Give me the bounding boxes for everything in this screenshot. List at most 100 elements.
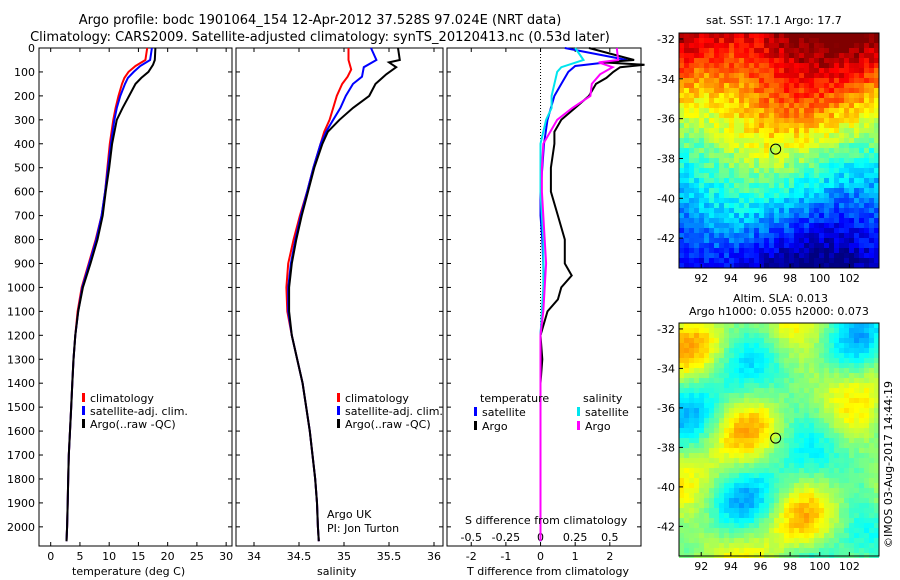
map-cell [844, 198, 849, 203]
map-cell [699, 143, 704, 148]
map-cell [874, 148, 879, 153]
map-cell [794, 253, 799, 258]
map-cell [839, 118, 844, 123]
map-cell [834, 73, 839, 78]
map-cell [779, 63, 784, 68]
map-cell [764, 378, 769, 383]
map-cell [704, 258, 709, 263]
map-cell [754, 243, 759, 248]
map-cell [779, 208, 784, 213]
map-cell [744, 448, 749, 453]
map-cell [794, 343, 799, 348]
map-cell [819, 223, 824, 228]
map-cell [789, 223, 794, 228]
y-tick-label: -38 [657, 152, 675, 165]
map-cell [814, 358, 819, 363]
map-cell [844, 433, 849, 438]
map-cell [734, 73, 739, 78]
map-cell [814, 193, 819, 198]
map-cell [824, 343, 829, 348]
map-cell [679, 178, 684, 183]
map-cell [699, 533, 704, 538]
map-cell [709, 223, 714, 228]
map-cell [764, 83, 769, 88]
map-cell [739, 188, 744, 193]
map-cell [724, 343, 729, 348]
map-cell [729, 88, 734, 93]
map-cell [729, 113, 734, 118]
map-cell [799, 388, 804, 393]
map-cell [794, 243, 799, 248]
map-cell [694, 108, 699, 113]
map-cell [739, 143, 744, 148]
map-cell [729, 33, 734, 38]
map-cell [684, 523, 689, 528]
map-cell [714, 448, 719, 453]
map-cell [799, 448, 804, 453]
map-cell [699, 323, 704, 328]
map-cell [874, 58, 879, 63]
map-cell [719, 128, 724, 133]
map-cell [744, 228, 749, 233]
map-cell [709, 333, 714, 338]
map-cell [869, 423, 874, 428]
map-cell [769, 168, 774, 173]
map-cell [769, 253, 774, 258]
map-cell [744, 188, 749, 193]
map-cell [874, 363, 879, 368]
map-cell [754, 58, 759, 63]
map-cell [864, 168, 869, 173]
map-cell [764, 63, 769, 68]
map-cell [819, 498, 824, 503]
map-cell [779, 188, 784, 193]
map-cell [819, 533, 824, 538]
map-cell [804, 43, 809, 48]
map-cell [829, 143, 834, 148]
map-cell [784, 343, 789, 348]
map-cell [809, 183, 814, 188]
map-cell [814, 198, 819, 203]
map-cell [684, 153, 689, 158]
map-cell [704, 498, 709, 503]
map-cell [734, 133, 739, 138]
map-cell [679, 253, 684, 258]
map-cell [714, 63, 719, 68]
map-cell [739, 128, 744, 133]
map-cell [724, 73, 729, 78]
map-cell [864, 263, 869, 268]
map-cell [729, 413, 734, 418]
map-cell [809, 103, 814, 108]
map-cell [774, 518, 779, 523]
map-cell [729, 543, 734, 548]
map-cell [864, 128, 869, 133]
map-cell [809, 188, 814, 193]
map-cell [824, 358, 829, 363]
map-cell [764, 263, 769, 268]
map-cell [759, 158, 764, 163]
map-cell [829, 508, 834, 513]
map-cell [844, 178, 849, 183]
map-cell [819, 168, 824, 173]
map-cell [704, 213, 709, 218]
map-cell [689, 253, 694, 258]
map-cell [719, 483, 724, 488]
map-cell [729, 263, 734, 268]
map-cell [794, 88, 799, 93]
map-cell [814, 538, 819, 543]
map-cell [679, 438, 684, 443]
y-tick-label: -32 [657, 323, 675, 336]
map-cell [714, 138, 719, 143]
map-cell [714, 328, 719, 333]
map-cell [819, 343, 824, 348]
map-cell [804, 208, 809, 213]
map-cell [764, 498, 769, 503]
map-cell [729, 78, 734, 83]
map-cell [699, 208, 704, 213]
map-cell [824, 158, 829, 163]
map-cell [744, 223, 749, 228]
map-cell [824, 103, 829, 108]
map-cell [734, 163, 739, 168]
map-cell [784, 73, 789, 78]
map-cell [849, 238, 854, 243]
map-cell [844, 108, 849, 113]
